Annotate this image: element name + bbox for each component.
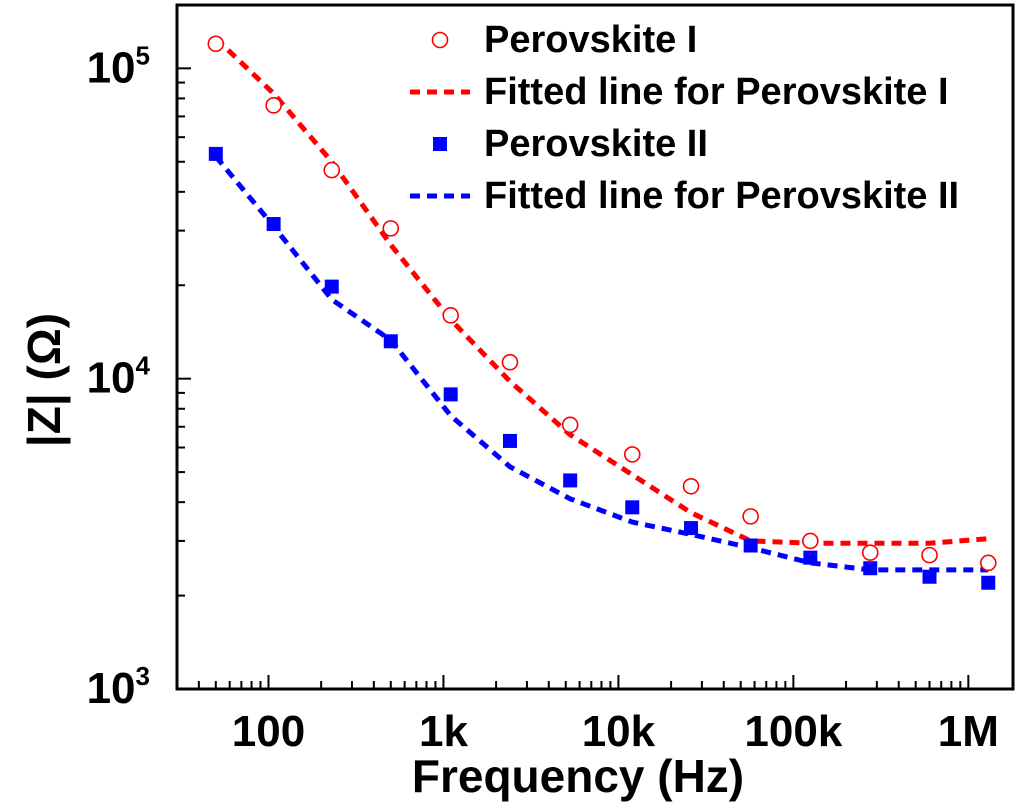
data-point-circle — [207, 35, 225, 53]
legend-label: Fitted line for Perovskite I — [484, 71, 949, 113]
x-tick-label: 100k — [744, 707, 842, 756]
data-point-square — [563, 473, 578, 488]
data-point-square — [383, 334, 398, 349]
x-axis-title: Frequency (Hz) — [412, 750, 744, 802]
fitted-line — [213, 154, 989, 573]
legend-label: Perovskite I — [484, 19, 697, 61]
data-point-circle — [501, 353, 519, 371]
data-point-square — [443, 387, 458, 402]
data-point-square — [266, 217, 281, 232]
data-point-circle — [682, 477, 700, 495]
y-tick-label: 103 — [87, 661, 150, 713]
y-axis-title: |Z| (Ω) — [18, 313, 70, 447]
data-point-square — [743, 538, 758, 553]
plot-frame — [175, 3, 1015, 691]
y-tick-label: 104 — [87, 351, 151, 403]
x-tick-label: 1k — [419, 707, 468, 756]
x-tick-label: 100 — [232, 707, 305, 756]
data-point-square — [625, 500, 640, 515]
data-point-circle — [623, 446, 641, 463]
data-point-circle — [561, 416, 579, 434]
x-tick-label: 1M — [938, 707, 999, 756]
x-tick-label: 10k — [582, 707, 656, 756]
data-point-circle — [382, 220, 400, 237]
y-tick-label: 105 — [87, 40, 150, 92]
data-point-square — [863, 561, 878, 576]
data-point-circle — [742, 508, 759, 525]
data-point-square — [922, 569, 937, 584]
data-point-circle — [921, 546, 938, 564]
data-point-circle — [442, 307, 459, 324]
data-point-circle — [323, 161, 341, 179]
data-point-circle — [979, 554, 997, 572]
fitted-lines-layer — [213, 36, 989, 573]
data-point-square — [502, 433, 517, 448]
data-point-circle — [861, 544, 879, 561]
data-point-square — [324, 279, 339, 294]
data-point-square — [803, 550, 818, 565]
legend-circle-swatch — [431, 31, 449, 49]
data-point-circle — [265, 97, 282, 114]
data-point-square — [208, 146, 223, 161]
data-point-circle — [802, 532, 819, 550]
legend-square-swatch — [433, 137, 447, 151]
data-point-square — [981, 575, 996, 590]
legend-label: Fitted line for Perovskite II — [484, 175, 959, 217]
data-points-layer — [207, 35, 997, 590]
legend-label: Perovskite II — [484, 123, 708, 165]
data-point-square — [684, 521, 699, 536]
x-axis: 100 1k 10k 100k 1M — [176, 675, 999, 756]
legend: Perovskite I Fitted line for Perovskite I… — [410, 19, 959, 217]
fitted-line — [214, 36, 989, 546]
y-axis: 103 104 105 — [87, 40, 191, 713]
